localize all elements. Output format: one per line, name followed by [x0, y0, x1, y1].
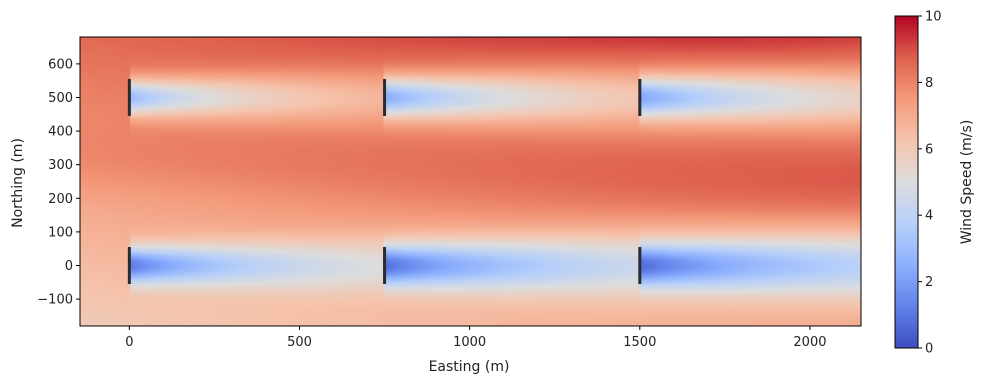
colorbar: 0 2 4 6 8 10 [894, 10, 942, 357]
x-tick-label: 1500 [623, 335, 656, 350]
colorbar-tick-label: 10 [925, 10, 942, 25]
turbine-layer [127, 79, 642, 284]
turbine-marker [383, 247, 387, 284]
colorbar-tick-label: 8 [925, 76, 933, 91]
colorbar-tick-label: 6 [925, 142, 933, 157]
turbine-marker [638, 247, 642, 284]
x-axis: 0 500 1000 1500 2000 [125, 326, 827, 350]
y-tick-label: −100 [37, 293, 73, 308]
x-tick-label: 500 [287, 335, 312, 350]
plot-frame [79, 36, 862, 327]
colorbar-tick-label: 2 [925, 275, 933, 290]
plot-area [79, 36, 862, 327]
y-axis-title: Northing (m) [10, 138, 26, 228]
colorbar-bar [894, 15, 919, 349]
colorbar-ticks: 0 2 4 6 8 10 [918, 10, 942, 357]
turbine-marker [127, 79, 131, 116]
y-tick-label: 0 [65, 259, 73, 274]
x-axis-title: Easting (m) [429, 359, 510, 375]
colorbar-tick-label: 4 [925, 209, 933, 224]
y-tick-label: 400 [48, 125, 73, 140]
x-tick-label: 2000 [793, 335, 826, 350]
y-axis: −100 0 100 200 300 400 500 600 [37, 57, 80, 308]
x-tick-label: 0 [125, 335, 133, 350]
turbine-marker [638, 79, 642, 116]
y-tick-label: 500 [48, 91, 73, 106]
colorbar-tick-label: 0 [925, 342, 933, 357]
wind-field [80, 37, 861, 326]
colorbar-title: Wind Speed (m/s) [959, 120, 975, 245]
y-tick-label: 300 [48, 158, 73, 173]
y-tick-label: 200 [48, 192, 73, 207]
y-tick-label: 600 [48, 57, 73, 72]
y-tick-label: 100 [48, 225, 73, 240]
x-tick-label: 1000 [453, 335, 486, 350]
turbine-marker [127, 247, 131, 284]
turbine-marker [383, 79, 387, 116]
